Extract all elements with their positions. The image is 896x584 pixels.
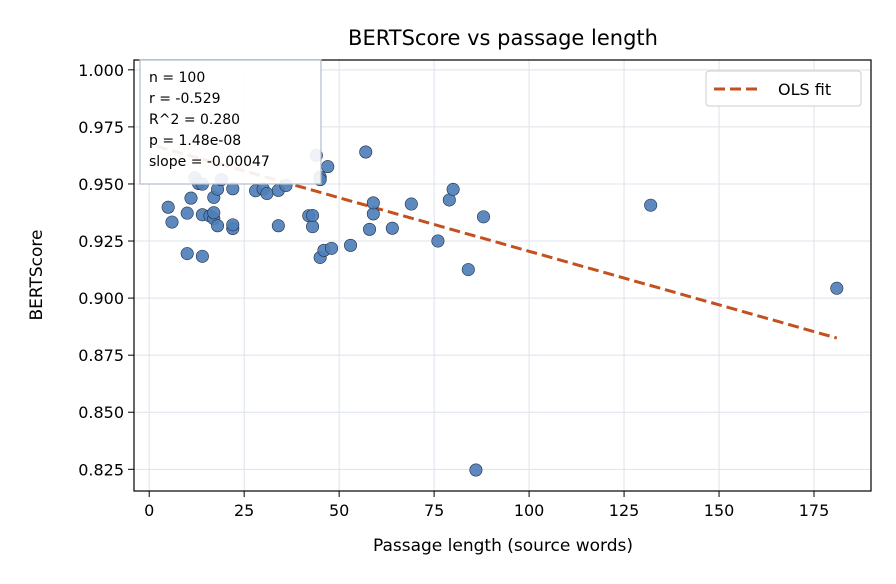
x-tick-label: 100 <box>514 501 545 520</box>
data-point <box>211 219 225 233</box>
data-point <box>446 182 460 196</box>
stats-n: n = 100 <box>149 70 205 86</box>
data-point <box>830 281 844 295</box>
y-tick-label: 0.925 <box>78 232 124 251</box>
data-point <box>306 208 320 222</box>
data-point <box>325 241 339 255</box>
data-point <box>385 221 399 235</box>
legend-frame <box>705 70 862 107</box>
y-tick-label: 0.850 <box>78 403 124 422</box>
data-point <box>644 198 658 212</box>
data-point <box>469 463 483 477</box>
data-point <box>184 191 198 205</box>
data-point <box>359 145 373 159</box>
stats-r-squared: R^2 = 0.280 <box>149 112 240 128</box>
data-point <box>165 215 179 229</box>
data-point <box>366 196 380 210</box>
data-point <box>260 187 274 201</box>
stats-r: r = -0.529 <box>149 91 221 107</box>
y-tick-label: 0.975 <box>78 118 124 137</box>
data-point <box>431 234 445 248</box>
x-axis-title: Passage length (source words) <box>373 536 633 556</box>
data-point <box>366 207 380 221</box>
data-point <box>461 263 475 277</box>
x-tick-label: 25 <box>234 501 254 520</box>
x-tick-label: 75 <box>424 501 444 520</box>
y-tick-label: 1.000 <box>78 61 124 80</box>
x-tick-label: 125 <box>609 501 640 520</box>
x-tick-label: 175 <box>799 501 830 520</box>
plot-frame <box>133 59 872 492</box>
legend-ols-label: OLS fit <box>778 80 831 99</box>
data-point <box>306 220 320 234</box>
grid-lines <box>134 60 871 491</box>
data-point <box>363 222 377 236</box>
y-tick-label: 0.875 <box>78 346 124 365</box>
data-point <box>344 238 358 252</box>
y-axis-ticks: 0.825 0.850 0.875 0.900 0.925 0.950 0.975 1.000 <box>78 61 134 479</box>
stats-box-frame <box>139 59 322 185</box>
data-point <box>180 206 194 220</box>
data-point <box>226 218 240 232</box>
data-point <box>477 210 491 224</box>
y-tick-label: 0.900 <box>78 289 124 308</box>
y-tick-label: 0.950 <box>78 175 124 194</box>
data-point <box>321 160 335 174</box>
x-axis-ticks: 0 25 50 75 100 125 150 175 <box>144 491 829 520</box>
data-point <box>207 206 221 220</box>
stats-p-value: p = 1.48e-08 <box>149 133 241 149</box>
y-tick-label: 0.825 <box>78 460 124 479</box>
stats-slope: slope = -0.00047 <box>149 154 270 170</box>
data-point <box>180 247 194 261</box>
data-point <box>404 197 418 211</box>
x-tick-label: 150 <box>704 501 735 520</box>
x-tick-label: 50 <box>329 501 349 520</box>
data-points <box>161 145 844 477</box>
y-axis-title: BERTScore <box>27 230 47 321</box>
data-point <box>271 219 285 233</box>
data-point <box>161 200 175 214</box>
stats-box: n = 100 r = -0.529 R^2 = 0.280 p = 1.48e… <box>139 59 322 185</box>
legend: OLS fit <box>705 70 862 107</box>
data-point <box>195 249 209 263</box>
x-tick-label: 0 <box>144 501 154 520</box>
chart-title: BERTScore vs passage length <box>348 26 658 50</box>
